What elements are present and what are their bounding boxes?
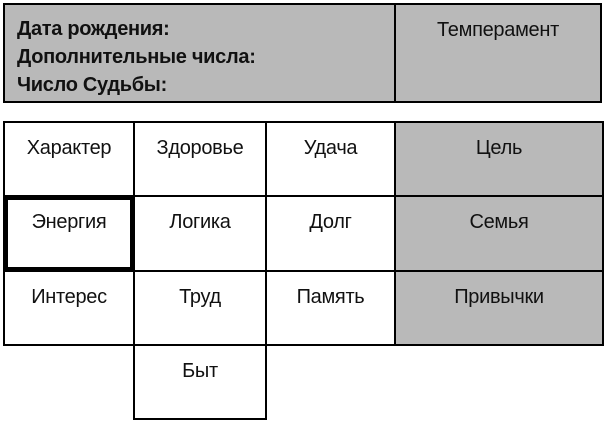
temperament-panel: Темперамент bbox=[394, 5, 600, 101]
cell-habits[interactable]: Привычки bbox=[394, 270, 604, 346]
cell-luck[interactable]: Удача bbox=[265, 121, 396, 197]
cell-interest[interactable]: Интерес bbox=[3, 270, 135, 346]
birth-date-label: Дата рождения: bbox=[17, 18, 170, 40]
header-box: Дата рождения: Дополнительные числа: Чис… bbox=[3, 3, 602, 103]
cell-character[interactable]: Характер bbox=[3, 121, 135, 197]
cell-labor[interactable]: Труд bbox=[133, 270, 267, 346]
cell-memory[interactable]: Память bbox=[265, 270, 396, 346]
destiny-number-label: Число Судьбы: bbox=[17, 74, 167, 96]
cell-logic[interactable]: Логика bbox=[133, 195, 267, 272]
cell-household[interactable]: Быт bbox=[133, 344, 267, 420]
temperament-label: Темперамент bbox=[437, 19, 559, 41]
cell-family[interactable]: Семья bbox=[394, 195, 604, 272]
cell-goal[interactable]: Цель bbox=[394, 121, 604, 197]
cell-health[interactable]: Здоровье bbox=[133, 121, 267, 197]
birth-info-panel: Дата рождения: Дополнительные числа: Чис… bbox=[5, 5, 394, 101]
cell-duty[interactable]: Долг bbox=[265, 195, 396, 272]
cell-energy[interactable]: Энергия bbox=[3, 195, 135, 272]
additional-numbers-label: Дополнительные числа: bbox=[17, 46, 256, 68]
